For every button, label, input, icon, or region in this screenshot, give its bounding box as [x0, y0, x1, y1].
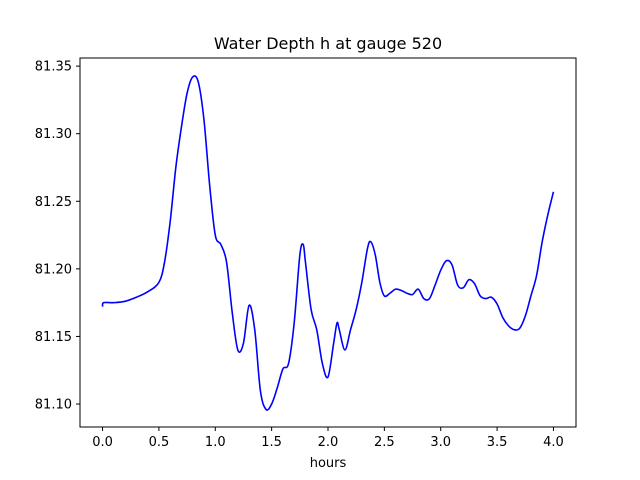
- y-tick-label: 81.20: [35, 262, 72, 277]
- x-tick-label: 1.0: [205, 435, 226, 450]
- x-tick-label: 2.0: [318, 435, 339, 450]
- y-axis: 81.10 81.15 81.20 81.25 81.30 81.35: [35, 60, 80, 413]
- x-tick-label: 3.5: [487, 435, 508, 450]
- plot-area: [79, 57, 577, 428]
- y-tick-label: 81.15: [35, 330, 72, 345]
- series-line: [101, 75, 555, 411]
- y-tick-label: 81.10: [35, 398, 72, 413]
- series-group: [101, 75, 555, 411]
- x-axis: 0.0 0.5 1.0 1.5 2.0 2.5 3.0 3.5 4.0: [92, 427, 564, 450]
- chart-title: Water Depth h at gauge 520: [214, 34, 442, 53]
- x-tick-label: 1.5: [261, 435, 282, 450]
- x-tick-label: 4.0: [543, 435, 564, 450]
- x-axis-label: hours: [310, 456, 347, 471]
- y-tick-label: 81.30: [35, 127, 72, 142]
- y-tick-label: 81.35: [35, 60, 72, 75]
- y-tick-label: 81.25: [35, 195, 72, 210]
- x-tick-label: 0.0: [92, 435, 113, 450]
- x-tick-label: 3.0: [430, 435, 451, 450]
- x-tick-label: 2.5: [374, 435, 395, 450]
- x-tick-label: 0.5: [149, 435, 170, 450]
